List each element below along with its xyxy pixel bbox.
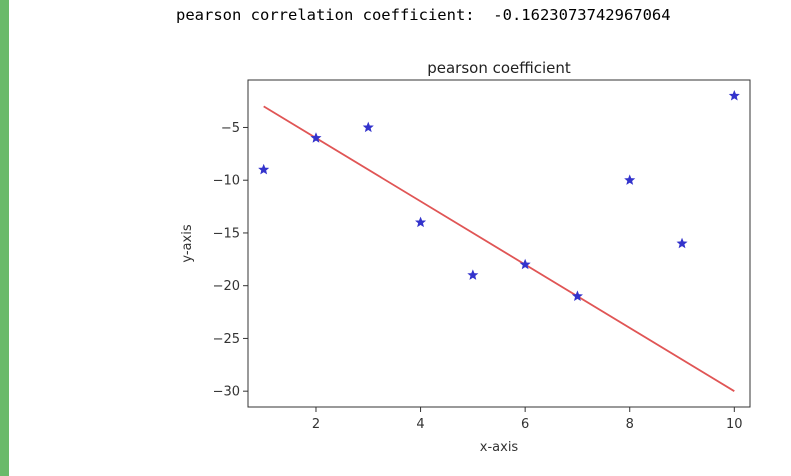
x-tick-label: 8 — [626, 417, 634, 432]
scatter-point — [467, 269, 479, 280]
y-axis-label: y-axis — [180, 224, 195, 262]
x-tick-label: 4 — [416, 417, 424, 432]
scatter-point — [362, 121, 374, 133]
x-tick-label: 2 — [312, 417, 320, 432]
y-tick-label: −30 — [213, 385, 240, 400]
scatter-point — [676, 237, 688, 249]
plot-content — [258, 90, 740, 392]
y-tick-label: −25 — [213, 332, 240, 347]
y-tick-label: −15 — [213, 226, 240, 241]
output-value: -0.1623073742967064 — [493, 6, 671, 24]
scatter-point — [258, 163, 270, 175]
scatter-point — [571, 290, 583, 301]
y-tick-label: −10 — [213, 174, 240, 189]
scatter-point — [415, 216, 427, 228]
console-output: pearson correlation coefficient: -0.1623… — [176, 6, 671, 24]
x-axis-label: x-axis — [480, 440, 519, 455]
y-tick-label: −5 — [221, 121, 240, 136]
x-tick-label: 10 — [726, 417, 743, 432]
y-axis-ticks: −5 −10 −15 −20 −25 −30 — [213, 121, 248, 400]
chart-title: pearson coefficient — [427, 59, 571, 77]
cell-output-bar — [0, 0, 9, 476]
scatter-point — [519, 258, 531, 270]
x-tick-label: 6 — [521, 417, 529, 432]
plot-frame — [247, 79, 751, 408]
fit-line — [263, 105, 735, 392]
scatter-point — [310, 132, 322, 143]
scatter-point — [728, 90, 740, 101]
scatter-point — [624, 174, 636, 185]
x-axis-ticks: 2 4 6 8 10 — [312, 407, 743, 432]
y-tick-label: −20 — [213, 279, 240, 294]
output-label: pearson correlation coefficient: — [176, 6, 484, 24]
